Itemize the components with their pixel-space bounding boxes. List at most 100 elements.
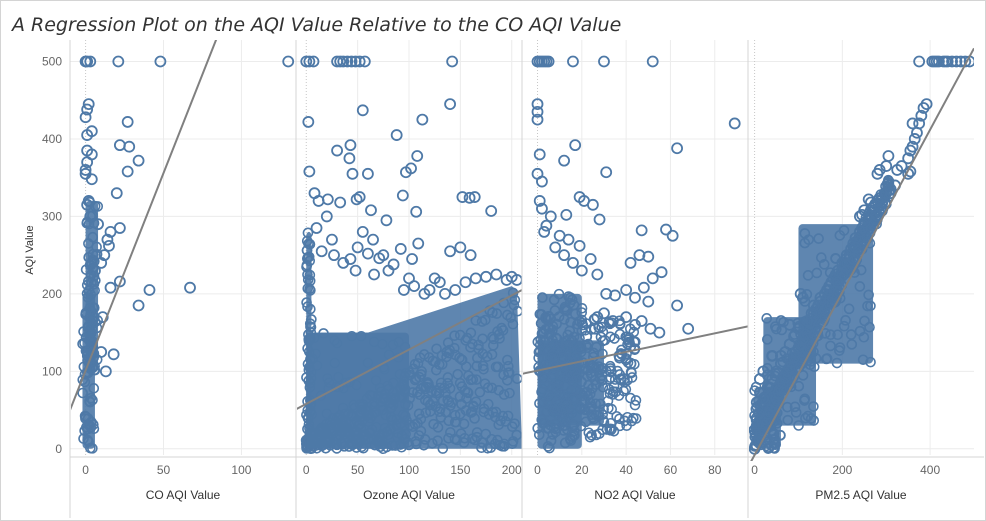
data-point (749, 427, 762, 440)
data-point (825, 329, 836, 340)
data-point (123, 140, 136, 153)
data-point (84, 55, 97, 68)
chart-title: A Regression Plot on the AQI Value Relat… (12, 14, 622, 36)
data-point (531, 98, 544, 110)
data-point (586, 429, 597, 441)
data-point (607, 389, 619, 400)
data-point (326, 233, 338, 246)
data-point (590, 409, 602, 421)
x-tick-label: 150 (450, 463, 470, 477)
data-point (588, 347, 599, 359)
data-point (350, 193, 363, 206)
data-point (397, 284, 410, 296)
data-point (587, 198, 599, 211)
data-point (728, 117, 741, 130)
data-point (542, 441, 554, 452)
data-point (814, 291, 827, 304)
data-point (558, 425, 570, 436)
data-point (882, 150, 895, 162)
data-point (541, 313, 552, 325)
data-point (78, 433, 89, 444)
data-point (671, 299, 683, 312)
scatter-panel-3: 0 20 40 60 80 NO2 AQI Value (521, 40, 748, 518)
x-tick-label: 40 (619, 463, 633, 477)
data-point (307, 55, 320, 68)
data-point (444, 245, 456, 258)
data-point (362, 167, 374, 180)
data-point (803, 234, 814, 245)
data-point (103, 239, 115, 252)
data-point (558, 314, 570, 325)
data-point (80, 307, 92, 319)
data-point (113, 222, 126, 234)
y-axis-label: AQI Value (24, 225, 36, 274)
data-point (549, 241, 562, 254)
data-point (423, 284, 436, 296)
data-point (91, 241, 102, 253)
data-point (832, 329, 843, 341)
data-point (77, 387, 88, 399)
data-point (807, 299, 820, 312)
x-axis-label: CO AQI Value (146, 488, 221, 502)
regression-line (750, 47, 974, 461)
x-tick-label: 50 (351, 463, 365, 477)
data-point (353, 191, 366, 203)
data-point (112, 55, 125, 68)
data-point (87, 302, 99, 313)
data-point (808, 415, 820, 426)
data-point (84, 329, 95, 340)
data-point (562, 411, 574, 422)
data-point (367, 233, 379, 246)
data-point (99, 365, 112, 378)
data-point (444, 98, 456, 110)
points-group (523, 55, 748, 454)
data-point (660, 223, 672, 236)
data-point (761, 369, 774, 382)
data-point (753, 408, 765, 420)
data-point (613, 349, 626, 362)
data-point (556, 413, 568, 424)
data-point (89, 285, 100, 296)
data-point (80, 413, 91, 424)
data-point (490, 268, 503, 281)
data-point (619, 415, 631, 427)
data-point (81, 129, 94, 141)
data-point (305, 303, 316, 315)
y-tick-label: 100 (42, 364, 62, 378)
data-point (906, 117, 919, 130)
data-point (620, 311, 633, 324)
data-point (306, 314, 317, 325)
data-point (113, 139, 126, 152)
data-point (89, 264, 101, 277)
data-point (88, 383, 100, 394)
data-point (779, 371, 792, 384)
data-point (92, 218, 104, 231)
data-point (794, 338, 807, 351)
data-point (390, 129, 403, 141)
x-tick-label: 60 (664, 463, 678, 477)
data-point (84, 210, 97, 223)
data-point (666, 229, 679, 242)
data-point (584, 431, 596, 443)
data-point (655, 266, 668, 279)
data-point (950, 55, 963, 68)
data-point (584, 403, 596, 415)
data-point (600, 287, 613, 300)
data-point (598, 404, 609, 415)
data-point (549, 401, 560, 413)
data-point (81, 279, 93, 291)
data-point (143, 284, 156, 296)
data-point (810, 352, 822, 364)
data-point (81, 156, 94, 169)
data-point (380, 214, 393, 227)
data-point (539, 378, 551, 390)
data-point (598, 55, 610, 68)
data-point (575, 264, 588, 277)
data-point (95, 256, 108, 269)
data-point (775, 315, 787, 326)
scatter-panel-1: 0 50 100 CO AQI Value (71, 40, 295, 502)
data-point (282, 55, 295, 68)
data-point (83, 284, 95, 296)
data-point (558, 249, 570, 262)
data-point (353, 55, 366, 68)
